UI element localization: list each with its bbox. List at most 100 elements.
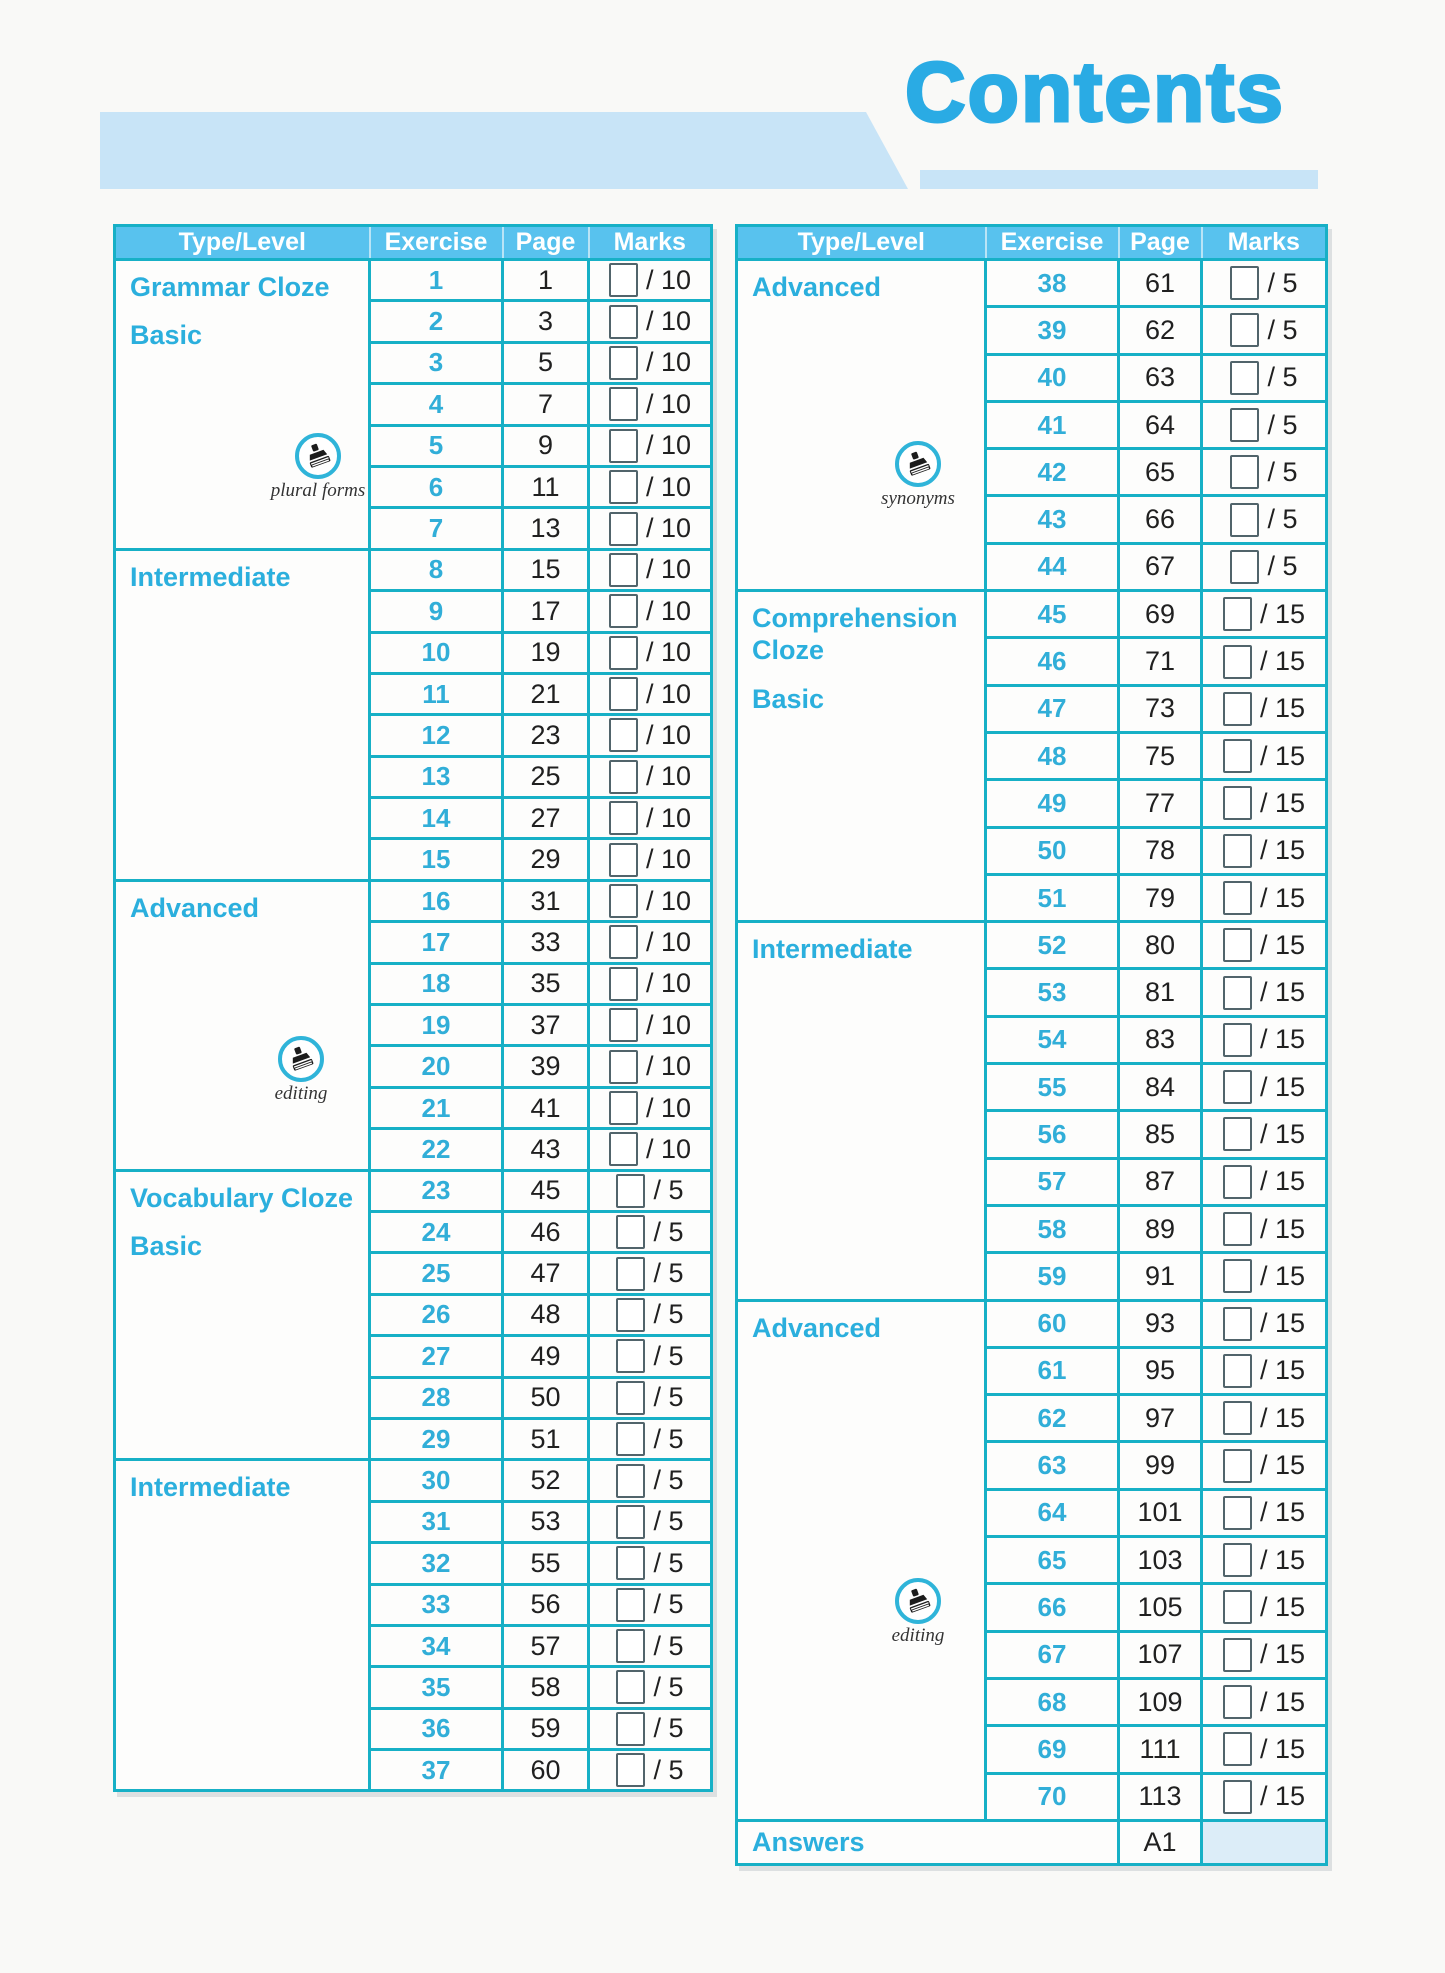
marks-cell: / 15 — [1200, 1298, 1328, 1349]
marks-box — [1222, 975, 1252, 1010]
marks-box — [608, 801, 638, 836]
exercise-cell: 65 — [984, 1535, 1120, 1586]
marks-box — [1222, 1306, 1252, 1341]
marks-box — [608, 1132, 638, 1167]
stamp-label: editing — [891, 1624, 945, 1646]
page-cell: 39 — [501, 1044, 590, 1089]
marks-cell: / 5 — [587, 1541, 713, 1586]
exercise-cell: 47 — [984, 683, 1120, 734]
stamp-label: plural forms — [270, 480, 366, 501]
marks-cell: / 10 — [587, 713, 713, 758]
page-cell: 52 — [501, 1458, 590, 1503]
table-row: 63 99 / 15 — [737, 1440, 1328, 1491]
page-cell: 91 — [1117, 1251, 1203, 1302]
exercise-cell: 9 — [368, 589, 504, 634]
exercise-cell: 51 — [984, 872, 1120, 924]
marks-box — [608, 925, 638, 960]
table-row: 64 101 / 15 — [737, 1487, 1328, 1539]
marks-cell: / 5 — [1200, 541, 1328, 593]
marks-box — [1230, 360, 1260, 395]
marks-cell: / 10 — [587, 1127, 713, 1172]
exercise-cell: 36 — [368, 1706, 504, 1752]
stamp: plural forms — [253, 433, 383, 502]
marks-value: / 15 — [1259, 1355, 1306, 1386]
exercise-cell: 70 — [984, 1771, 1120, 1822]
section-label: Basic — [752, 683, 825, 714]
marks-value: / 5 — [653, 1299, 684, 1330]
marks-value: / 10 — [645, 1051, 692, 1082]
marks-box — [608, 759, 638, 794]
stamp-icon — [295, 433, 341, 479]
exercise-cell: 30 — [368, 1458, 504, 1503]
section-label: Intermediate — [130, 561, 291, 592]
marks-value: / 10 — [645, 1009, 692, 1040]
page-cell: 85 — [1117, 1109, 1203, 1160]
page-cell: 56 — [501, 1582, 590, 1627]
marks-cell: / 5 — [587, 1292, 713, 1338]
marks-box — [608, 842, 638, 877]
page-cell: 64 — [1117, 399, 1203, 451]
exercise-cell: 18 — [368, 961, 504, 1007]
marks-value: / 15 — [1259, 1781, 1306, 1812]
marks-box — [1222, 786, 1252, 821]
table-row: 57 87 / 15 — [737, 1156, 1328, 1207]
marks-cell: / 5 — [587, 1209, 713, 1255]
section-label: Basic — [130, 1230, 203, 1261]
marks-value: / 5 — [1267, 456, 1298, 487]
page-cell: 93 — [1117, 1298, 1203, 1349]
exercise-cell: 46 — [984, 636, 1120, 687]
page-cell: 58 — [501, 1665, 590, 1710]
exercise-cell: 34 — [368, 1623, 504, 1669]
marks-cell: / 5 — [1200, 447, 1328, 498]
page-cell: 89 — [1117, 1203, 1203, 1255]
table-row: 9 17 / 10 — [115, 589, 713, 634]
table-row: 21 41 / 10 — [115, 1085, 713, 1131]
table-row: 61 95 / 15 — [737, 1345, 1328, 1397]
marks-value: / 5 — [653, 1630, 684, 1661]
table-row: 22 43 / 10 — [115, 1127, 713, 1172]
page-cell: 31 — [501, 878, 590, 924]
marks-cell: / 15 — [1200, 778, 1328, 829]
marks-box — [616, 1380, 646, 1415]
exercise-cell: 29 — [368, 1416, 504, 1462]
marks-value: / 15 — [1259, 1118, 1306, 1149]
marks-cell: / 15 — [1200, 825, 1328, 876]
marks-cell: / 5 — [587, 1375, 713, 1420]
table-row: Advanced editing 16 31 / 10 — [113, 878, 713, 1172]
page-cell: 7 — [501, 382, 590, 427]
marks-value: / 15 — [1259, 787, 1306, 818]
marks-cell: / 15 — [1200, 730, 1328, 782]
column-header: Type/Level — [113, 224, 371, 261]
table-row: 68 109 / 15 — [737, 1676, 1328, 1728]
page-cell: 23 — [501, 713, 590, 758]
table-row: 48 75 / 15 — [737, 730, 1328, 782]
exercise-cell: 19 — [368, 1003, 504, 1048]
marks-box — [616, 1173, 646, 1208]
table-row: 4 7 / 10 — [115, 382, 713, 427]
section-label: Intermediate — [752, 934, 913, 965]
exercise-cell: 40 — [984, 352, 1120, 403]
marks-value: / 5 — [1267, 267, 1298, 298]
marks-cell: / 5 — [1200, 494, 1328, 545]
marks-value: / 15 — [1259, 1591, 1306, 1622]
table-row: 7 13 / 10 — [115, 506, 713, 551]
exercise-cell: 3 — [368, 340, 504, 386]
section-label: Intermediate — [130, 1472, 291, 1503]
table-row: 35 58 / 5 — [115, 1665, 713, 1710]
marks-box — [1222, 1117, 1252, 1152]
marks-box — [1222, 691, 1252, 726]
table-row: 26 48 / 5 — [115, 1292, 713, 1338]
exercise-cell: 67 — [984, 1629, 1120, 1680]
column-header: Type/Level — [735, 224, 987, 261]
stamp-icon — [278, 1035, 324, 1082]
marks-box — [1222, 739, 1252, 774]
table-row: 56 85 / 15 — [737, 1109, 1328, 1160]
exercise-cell: 22 — [368, 1127, 504, 1172]
stamp-label: synonyms — [881, 488, 955, 509]
table-row: 18 35 / 10 — [115, 961, 713, 1007]
page-title: Contents — [904, 45, 1285, 139]
page-cell: 81 — [1117, 967, 1203, 1018]
page-cell: 1 — [501, 257, 590, 303]
page-cell: 75 — [1117, 730, 1203, 782]
answers-label-cell: Answers — [735, 1818, 1120, 1866]
